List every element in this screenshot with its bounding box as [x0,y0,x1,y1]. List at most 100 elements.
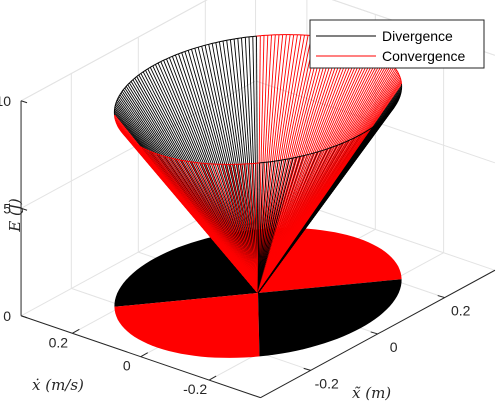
surface-rim [119,128,122,131]
surface-rim [399,77,402,80]
surface-ray [257,161,275,294]
surface-rim [340,142,344,145]
z-tick-mark [20,315,28,319]
x-tick-mark [303,367,311,371]
surface-rim [187,160,191,163]
surface-rim [162,155,167,158]
surface-rim [144,148,148,151]
surface-rim [136,143,139,147]
surface-rim [270,160,275,163]
surface-ray [218,164,259,294]
x-tick-label: -0.2 [315,375,339,391]
surface-rim [365,129,369,133]
surface-ray [257,93,401,294]
surface-ray [193,162,259,294]
surface-rim [174,158,179,161]
y-tick-label: 0 [123,358,131,374]
surface-rim [134,142,137,145]
surface-rim [142,69,146,73]
surface-rim [237,37,242,39]
surface-rim [208,42,213,45]
surface-rim [399,75,401,78]
surface-rim [374,123,378,127]
y-tick-label: 0.2 [49,334,69,350]
surface-rim [165,156,169,158]
surface-rim [190,161,195,163]
surface-ray [214,163,259,294]
surface-ray [225,164,259,294]
surface-rim [395,102,398,105]
surface-rim [292,156,297,159]
surface-rim [145,68,149,71]
y-tick-mark [140,352,148,358]
surface-ray [257,34,287,294]
surface-rim [178,52,182,55]
z-tick-mark [20,100,28,104]
surface-rim [114,119,117,122]
surface-rim [349,138,353,141]
surface-rim [296,155,301,158]
surface-rim [119,92,122,95]
surface-rim [121,131,124,135]
surface-rim [115,101,117,104]
surface-rim [117,96,120,99]
surface-rim [330,145,335,148]
surface-rim [180,159,185,162]
surface-rim [321,149,325,152]
surface-rim [157,61,162,64]
surface-rim [166,57,170,60]
surface-rim [393,105,396,108]
x-axis-label: x̃ (m) [352,384,391,402]
surface-rim [191,47,195,50]
surface-rim [128,138,132,141]
surface-ray [187,161,259,294]
surface-ray [257,42,351,294]
surface-ray [257,160,279,294]
surface-ray [257,40,345,294]
surface-rim [380,118,384,122]
surface-ray [257,34,280,294]
surface-rim [120,130,123,133]
surface-ray [257,35,265,294]
surface-rim [127,82,130,85]
surface-ray [248,36,259,294]
surface-rim [118,127,121,130]
surface-rim [360,132,364,136]
surface-rim [160,154,164,157]
surface-rim [372,125,376,128]
surface-ray [257,159,283,294]
surface-rim [394,104,397,107]
surface-rim [394,68,397,71]
surface-ray [236,164,259,294]
axes [20,100,496,399]
surface-rim [303,154,308,157]
surface-rim [130,140,133,143]
surface-plot [113,34,403,294]
x-tick-label: 0.2 [451,303,471,319]
surface-rim [114,103,117,106]
surface-rim [168,157,172,159]
surface-ray [257,162,268,294]
surface-ray [257,161,272,294]
surface-rim [343,140,347,144]
surface-ray [257,42,354,294]
surface-ray [257,38,333,294]
surface-ray [257,159,287,294]
surface-rim [310,152,315,155]
surface-rim [150,65,154,68]
surface-ray [257,39,339,294]
surface-ray [240,164,259,294]
surface-rim [314,151,318,154]
surface-rim [154,152,158,155]
surface-rim [138,145,141,148]
y-tick-mark [72,328,80,334]
surface-rim [118,94,121,97]
surface-rim [188,48,192,51]
legend: Divergence Convergence [309,19,485,69]
surface-rim [392,107,395,110]
surface-rim [281,158,286,161]
surface-rim [201,44,206,47]
surface-rim [378,120,382,123]
surface-rim [222,39,227,42]
surface-rim [177,159,182,161]
